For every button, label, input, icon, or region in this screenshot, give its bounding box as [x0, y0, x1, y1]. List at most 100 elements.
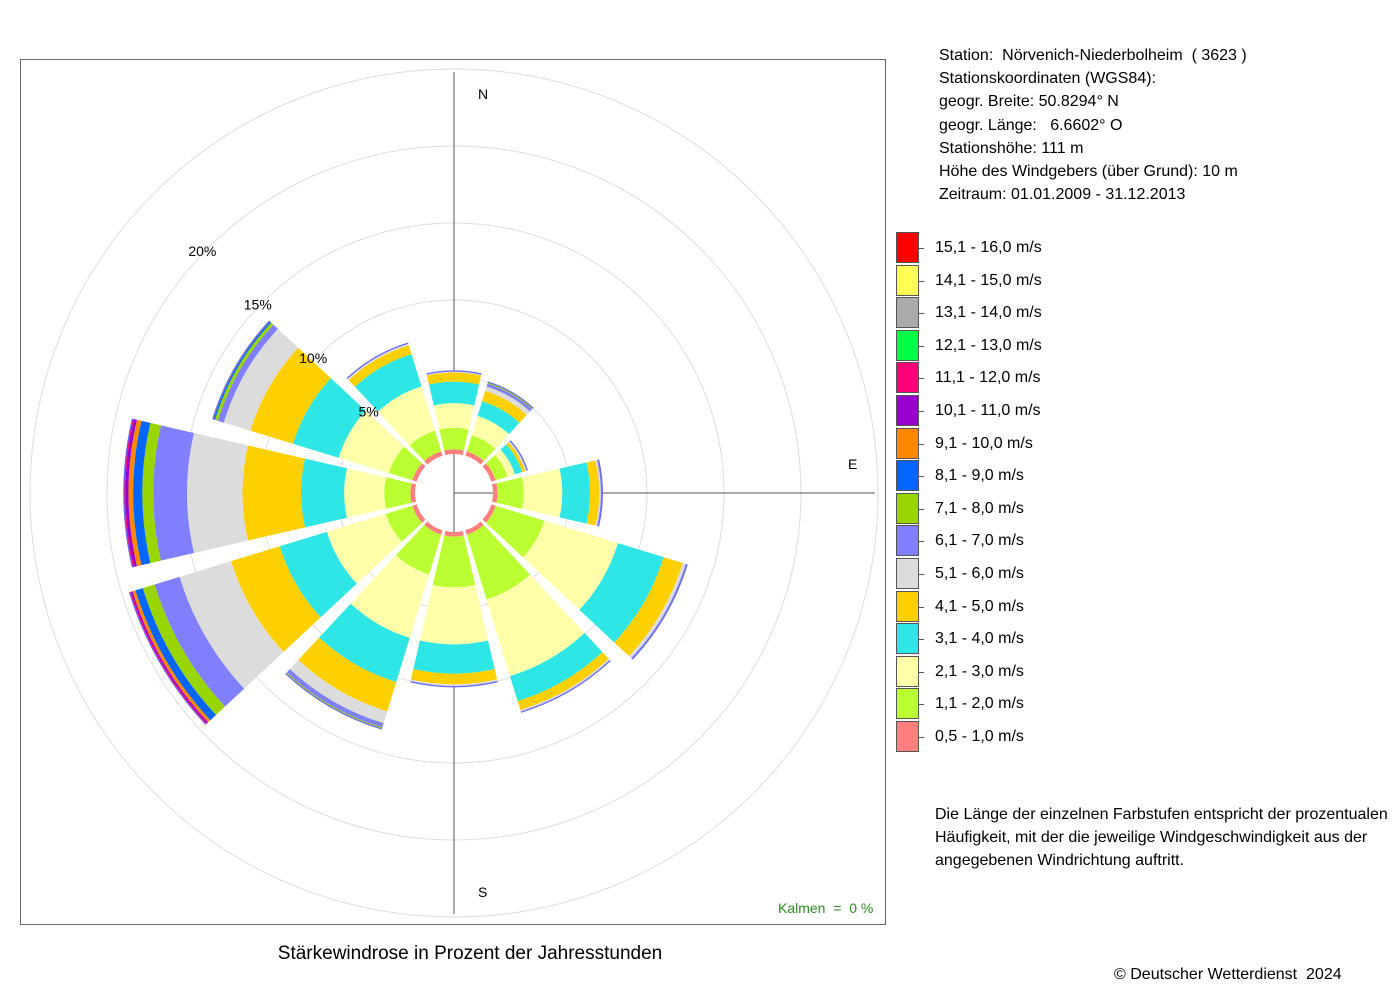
legend-swatch [896, 329, 919, 361]
legend-label: 6,1 - 7,0 m/s [935, 532, 1024, 550]
wind-sector-120-class-3 [579, 543, 664, 643]
wind-sector-270-class-6 [153, 425, 194, 561]
wind-sector-330-class-1 [409, 430, 442, 462]
wind-sector-210-class-4 [298, 637, 397, 712]
legend-tick [919, 574, 924, 575]
legend-tick [919, 378, 924, 380]
legend-label: 4,1 - 5,0 m/s [935, 597, 1024, 615]
wind-sector-150-class-0 [465, 521, 484, 535]
wind-sector-outline-30 [487, 381, 534, 409]
legend-label: 11,1 - 12,0 m/s [935, 369, 1041, 387]
legend-label: 12,1 - 13,0 m/s [935, 336, 1042, 354]
wind-sector-180-class-1 [432, 535, 476, 588]
wind-sector-outline-120 [631, 564, 688, 660]
legend-tick [919, 671, 924, 673]
wind-sector-210-class-3 [319, 603, 410, 682]
wind-sector-0-class-5 [426, 371, 482, 376]
wind-sector-outline-0 [426, 370, 482, 375]
wind-sector-150-class-2 [486, 574, 585, 677]
wind-sector-240-class-6 [154, 576, 245, 707]
wind-sector-30-class-2 [471, 415, 509, 449]
wind-sector-120-class-4 [614, 557, 683, 657]
station-info-line: Stationshöhe: 111 m [939, 139, 1084, 157]
station-info-line: Zeitraum: 01.01.2009 - 31.12.2013 [939, 186, 1186, 204]
legend-label: 14,1 - 15,0 m/s [935, 271, 1042, 289]
legend-swatch [896, 623, 919, 655]
ring-label: 10% [299, 350, 327, 366]
legend-swatch [896, 460, 919, 492]
legend-tick [919, 476, 924, 478]
legend-label: 9,1 - 10,0 m/s [935, 434, 1033, 452]
legend-label: 2,1 - 3,0 m/s [935, 662, 1024, 680]
legend-tick [919, 639, 924, 641]
wind-sector-150-class-4 [517, 652, 609, 710]
direction-label-south: S [478, 884, 488, 900]
wind-sector-270-class-2 [344, 468, 386, 518]
legend-swatch [896, 232, 919, 263]
calms-label: Kalmen = 0 % [778, 900, 874, 916]
copyright: © Deutscher Wetterdienst 2024 [1114, 966, 1342, 983]
wind-sector-300-class-5 [223, 328, 299, 431]
wind-sector-0-class-2 [433, 403, 475, 430]
wind-sector-180-class-4 [410, 669, 498, 685]
wind-sector-90-class-1 [496, 477, 524, 509]
legend-tick [919, 508, 924, 510]
wind-sector-0-class-4 [426, 372, 482, 385]
wind-sector-outline-90 [597, 459, 603, 527]
station-info-line: Station: Nörvenich-Niederbolheim ( 3623 … [939, 47, 1247, 64]
wind-sector-240-class-4 [231, 546, 321, 652]
wind-sector-270-class-1 [384, 477, 412, 509]
wind-sector-90-class-0 [492, 483, 498, 503]
explanation-note: Die Länge der einzelnen Farbstufen entsp… [935, 806, 1388, 870]
legend-tick [919, 280, 924, 282]
ring-label: 15% [244, 296, 272, 312]
wind-sector-90-class-5 [595, 459, 601, 527]
wind-sector-330-class-3 [354, 354, 422, 412]
ring-label: 20% [188, 243, 216, 259]
direction-label-north: N [478, 86, 489, 102]
wind-sector-60-class-5 [508, 441, 527, 472]
wind-sector-210-class-5 [289, 660, 388, 724]
wind-sector-outline-300 [212, 320, 270, 420]
legend-swatch [896, 492, 919, 524]
legend-swatch [896, 558, 919, 589]
wind-sector-30-class-6 [486, 383, 533, 412]
legend-swatch [896, 427, 919, 459]
wind-sector-60-class-2 [494, 449, 515, 477]
legend-tick [919, 606, 924, 608]
wind-sector-240-class-3 [279, 531, 357, 618]
wind-sector-330-class-2 [378, 386, 435, 446]
wind-sector-outline-180 [410, 681, 498, 688]
legend-swatch [896, 721, 919, 752]
legend-label: 0,5 - 1,0 m/s [935, 728, 1024, 745]
wind-sector-30-class-4 [482, 390, 527, 423]
wind-sector-180-class-2 [419, 585, 489, 645]
wind-sector-0-class-3 [428, 381, 480, 406]
wind-sector-0-class-1 [439, 427, 469, 451]
wind-sector-210-class-1 [395, 524, 442, 575]
legend-swatch [896, 688, 919, 720]
wind-sector-270-class-4 [242, 445, 305, 541]
wind-sector-300-class-4 [250, 347, 331, 444]
legend-label: 7,1 - 8,0 m/s [935, 499, 1024, 517]
wind-sector-60-class-1 [485, 454, 508, 481]
wind-sector-240-class-1 [385, 505, 423, 542]
station-info-line: Stationskoordinaten (WGS84): [939, 70, 1156, 88]
legend-swatch [896, 655, 919, 687]
ring-label: 5% [358, 403, 378, 419]
wind-sector-outline-210 [285, 673, 382, 730]
legend-tick [919, 248, 924, 249]
wind-sector-30-class-5 [485, 386, 530, 415]
wind-sector-outline-330 [346, 342, 409, 379]
wind-sector-60-class-4 [506, 442, 526, 473]
legend-tick [919, 411, 924, 412]
legend-swatch [896, 590, 919, 622]
wind-sector-300-class-2 [338, 410, 405, 474]
wind-sector-120-class-2 [523, 520, 618, 610]
wind-sector-30-class-0 [465, 451, 484, 465]
legend-tick [919, 704, 924, 706]
wind-sector-210-class-6 [286, 669, 384, 728]
wind-sector-30-class-1 [466, 435, 496, 462]
legend-label: 15,1 - 16,0 m/s [935, 239, 1042, 256]
station-info-line: Höhe des Windgebers (über Grund): 10 m [939, 163, 1238, 181]
